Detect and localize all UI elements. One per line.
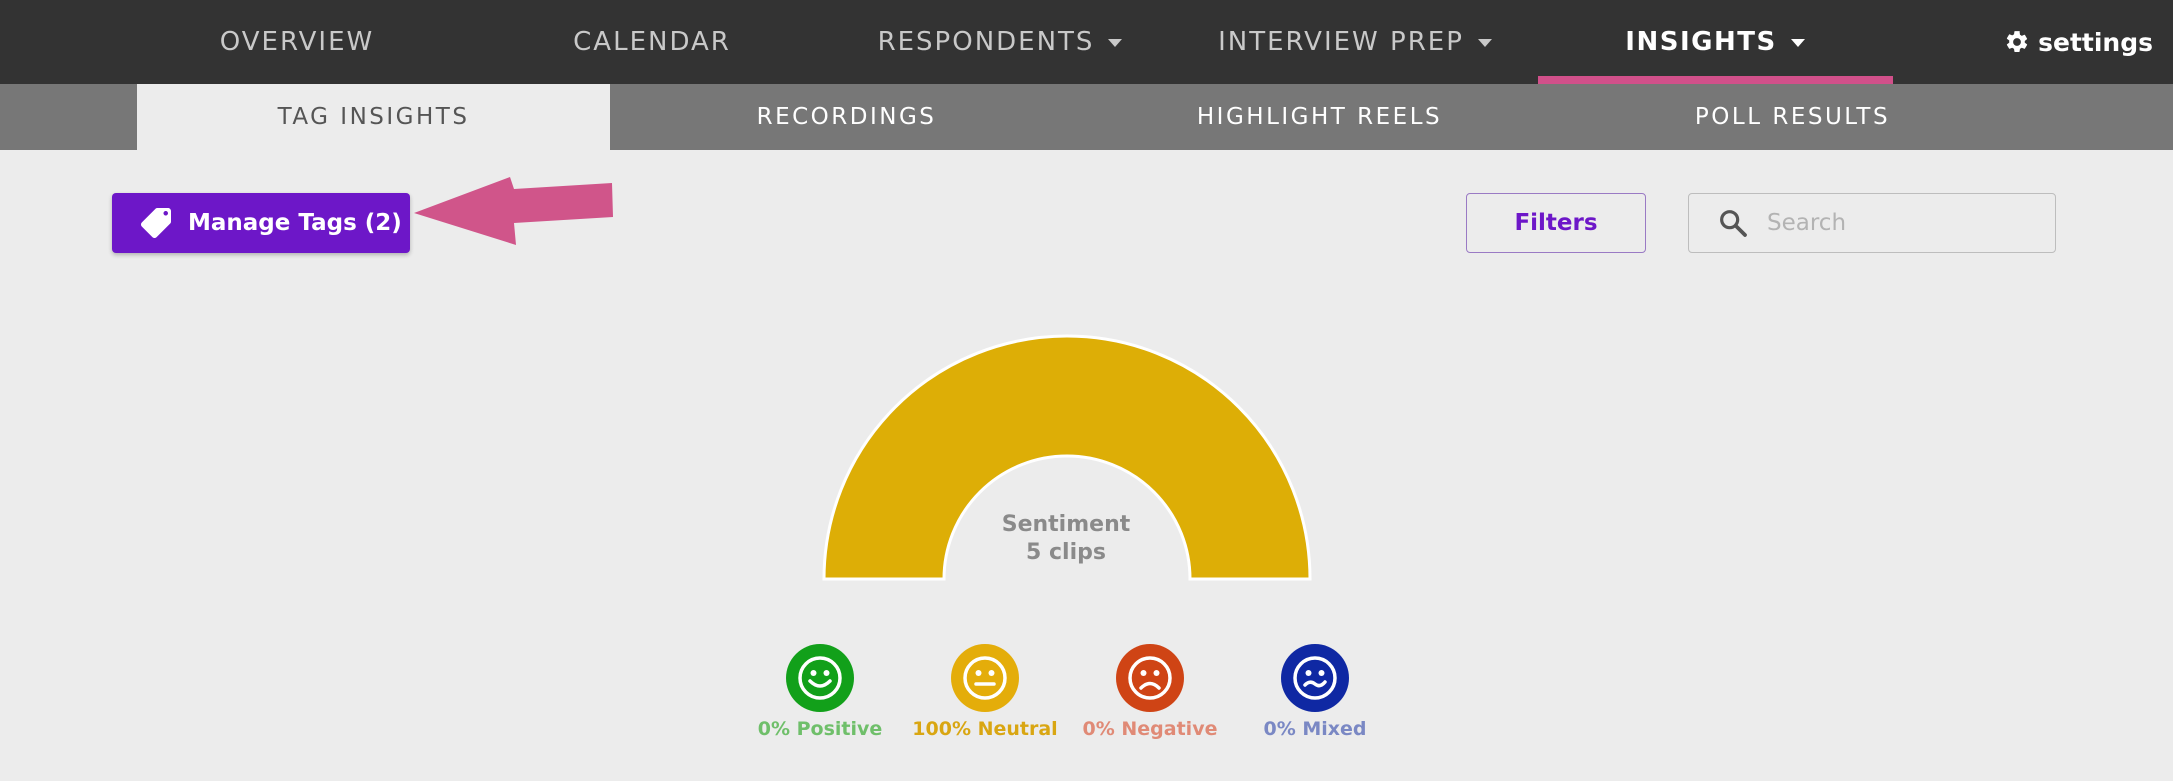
active-nav-indicator bbox=[1538, 76, 1893, 84]
tab-poll-results-label: POLL RESULTS bbox=[1694, 104, 1891, 130]
tab-recordings-label: RECORDINGS bbox=[756, 104, 937, 130]
nav-insights[interactable]: INSIGHTS bbox=[1600, 0, 1830, 84]
sentiment-neutral: 100% Neutral bbox=[900, 644, 1070, 740]
gauge-neutral-arc bbox=[822, 334, 1312, 581]
nav-interview-prep-label: INTERVIEW PREP bbox=[1218, 27, 1464, 57]
nav-respondents-label: RESPONDENTS bbox=[877, 27, 1095, 57]
sentiment-mixed: 0% Mixed bbox=[1230, 644, 1400, 740]
nav-overview[interactable]: OVERVIEW bbox=[197, 0, 397, 84]
sentiment-negative: 0% Negative bbox=[1065, 644, 1235, 740]
chevron-down-icon bbox=[1790, 39, 1805, 47]
neutral-label: 100% Neutral bbox=[912, 718, 1058, 740]
smile-icon bbox=[786, 644, 854, 712]
tab-tag-insights[interactable]: TAG INSIGHTS bbox=[137, 84, 610, 150]
nav-calendar-label: CALENDAR bbox=[573, 27, 731, 57]
mixed-label: 0% Mixed bbox=[1263, 718, 1367, 740]
sentiment-positive: 0% Positive bbox=[735, 644, 905, 740]
nav-respondents[interactable]: RESPONDENTS bbox=[870, 0, 1130, 84]
filters-button[interactable]: Filters bbox=[1466, 193, 1646, 253]
nav-insights-label: INSIGHTS bbox=[1625, 27, 1777, 57]
tab-poll-results[interactable]: POLL RESULTS bbox=[1556, 84, 2029, 150]
tab-highlight-reels[interactable]: HIGHLIGHT REELS bbox=[1083, 84, 1556, 150]
nav-overview-label: OVERVIEW bbox=[219, 27, 375, 57]
chevron-down-icon bbox=[1477, 39, 1492, 47]
tab-highlight-reels-label: HIGHLIGHT REELS bbox=[1196, 104, 1443, 130]
sub-navigation: TAG INSIGHTS RECORDINGS HIGHLIGHT REELS … bbox=[0, 84, 2173, 150]
negative-label: 0% Negative bbox=[1082, 718, 1218, 740]
mixed-face-icon bbox=[1281, 644, 1349, 712]
chevron-down-icon bbox=[1108, 39, 1123, 47]
manage-tags-button[interactable]: Manage Tags (2) bbox=[112, 193, 410, 253]
gear-icon bbox=[2006, 31, 2028, 52]
neutral-face-icon bbox=[951, 644, 1019, 712]
settings-link[interactable]: settings bbox=[2004, 0, 2153, 84]
filters-label: Filters bbox=[1514, 210, 1598, 236]
nav-calendar[interactable]: CALENDAR bbox=[552, 0, 752, 84]
sentiment-gauge bbox=[822, 334, 1312, 581]
gauge-subtitle: 5 clips bbox=[1026, 540, 1106, 565]
annotation-arrow bbox=[414, 177, 613, 245]
search-icon bbox=[1717, 207, 1749, 239]
manage-tags-label: Manage Tags (2) bbox=[188, 210, 402, 236]
search-field[interactable] bbox=[1688, 193, 2056, 253]
tab-tag-insights-label: TAG INSIGHTS bbox=[277, 104, 470, 130]
nav-interview-prep[interactable]: INTERVIEW PREP bbox=[1205, 0, 1505, 84]
tag-icon bbox=[138, 205, 174, 241]
top-navigation: OVERVIEW CALENDAR RESPONDENTS INTERVIEW … bbox=[0, 0, 2173, 84]
settings-label: settings bbox=[2038, 27, 2153, 57]
gauge-title: Sentiment bbox=[1001, 512, 1131, 537]
positive-label: 0% Positive bbox=[757, 718, 883, 740]
frown-icon bbox=[1116, 644, 1184, 712]
tab-recordings[interactable]: RECORDINGS bbox=[610, 84, 1083, 150]
search-input[interactable] bbox=[1767, 210, 2047, 236]
